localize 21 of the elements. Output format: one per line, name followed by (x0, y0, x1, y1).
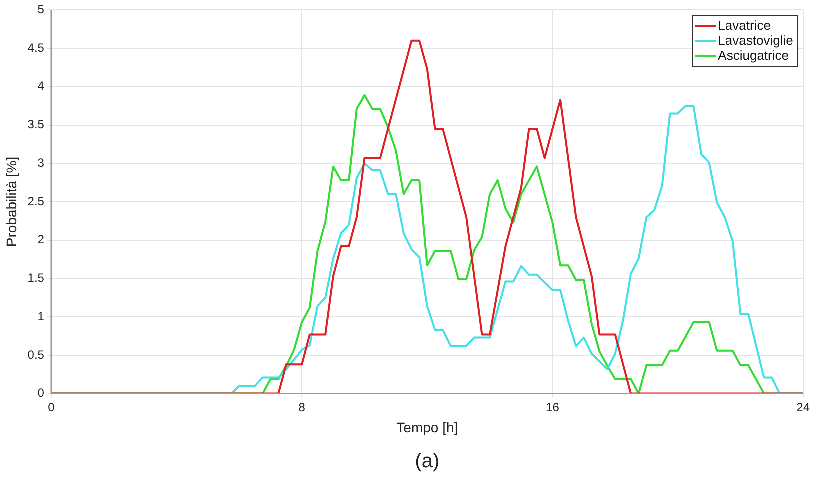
legend-label: Lavastoviglie (718, 32, 794, 48)
y-tick-label: 2.5 (28, 194, 45, 208)
y-tick-label: 2 (38, 232, 45, 247)
y-axis-title: Probabilità [%] (3, 156, 20, 248)
legend-label: Lavatrice (718, 18, 771, 33)
y-tick-label: 3 (38, 156, 45, 170)
y-tick-label: 1 (38, 309, 45, 324)
y-tick-label: 4 (38, 79, 45, 94)
x-tick-label: 16 (546, 400, 560, 414)
x-axis-title: Tempo [h] (396, 419, 458, 436)
legend-label: Asciugatrice (718, 48, 789, 63)
x-tick-label: 24 (796, 400, 810, 414)
x-tick-label: 8 (298, 400, 306, 414)
y-tick-label: 3.5 (28, 118, 45, 132)
x-tick-label: 0 (48, 400, 56, 414)
y-tick-label: 5 (38, 2, 45, 17)
y-tick-label: 4.5 (28, 40, 45, 55)
text: (a) (415, 450, 440, 473)
y-tick-label: 1.5 (28, 271, 45, 286)
y-tick-label: 0.5 (28, 348, 45, 362)
y-tick-label: 0 (38, 386, 45, 400)
